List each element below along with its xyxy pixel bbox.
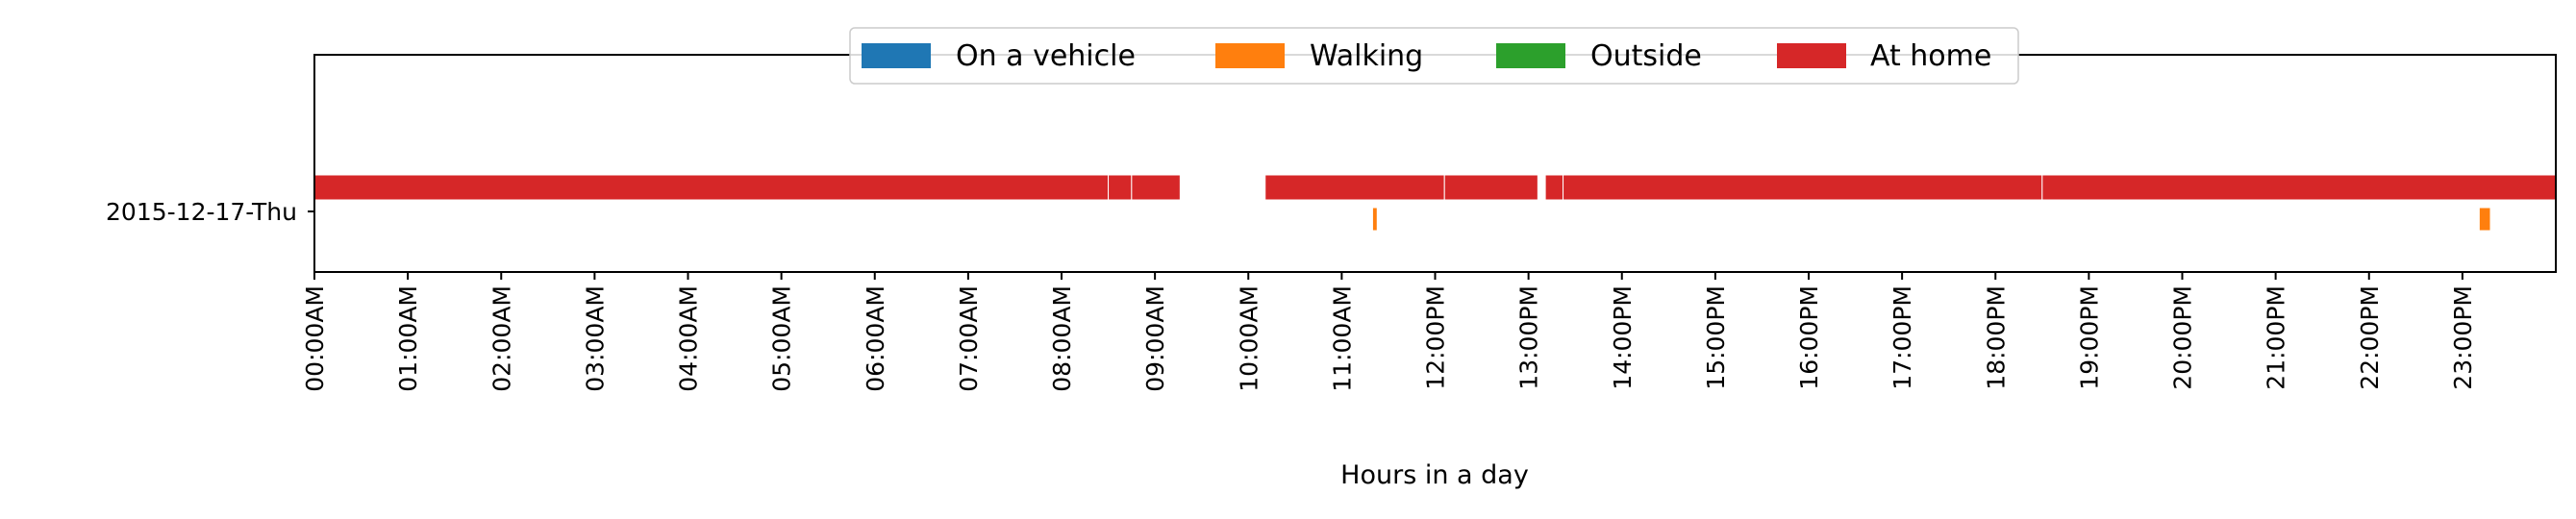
at-home-bar-6 <box>1563 174 2043 201</box>
x-tick-label-12: 12:00PM <box>1422 285 1450 390</box>
legend-label-0: On a vehicle <box>956 39 1136 73</box>
x-tick-label-1: 01:00AM <box>394 285 422 392</box>
x-tick-label-8: 08:00AM <box>1048 285 1076 392</box>
x-tick-label-4: 04:00AM <box>675 285 703 392</box>
x-tick-label-14: 14:00PM <box>1609 285 1637 390</box>
x-tick-label-7: 07:00AM <box>955 285 983 392</box>
legend-label-2: Outside <box>1590 39 1702 73</box>
legend-label-1: Walking <box>1310 39 1423 73</box>
x-tick-label-18: 18:00PM <box>1982 285 2010 390</box>
x-tick-label-19: 19:00PM <box>2075 285 2103 390</box>
at-home-bar-0 <box>313 174 1110 201</box>
legend-label-3: At home <box>1870 39 1991 73</box>
walking-bar-1 <box>2478 207 2491 232</box>
legend-swatch-1 <box>1215 43 1285 68</box>
at-home-bar-4 <box>1443 174 1538 201</box>
legend: On a vehicle Walking Outside At home <box>849 27 2019 85</box>
legend-swatch-0 <box>862 43 931 68</box>
x-tick-label-6: 06:00AM <box>862 285 889 392</box>
x-tick-label-15: 15:00PM <box>1702 285 1730 390</box>
x-tick-label-17: 17:00PM <box>1888 285 1916 390</box>
x-tick-label-13: 13:00PM <box>1515 285 1543 390</box>
legend-swatch-2 <box>1496 43 1565 68</box>
at-home-bar-1 <box>1108 174 1133 201</box>
at-home-bar-2 <box>1131 174 1181 201</box>
at-home-bar-3 <box>1264 174 1445 201</box>
x-tick-label-3: 03:00AM <box>581 285 609 392</box>
walking-bar-0 <box>1371 207 1378 232</box>
x-tick-label-5: 05:00AM <box>768 285 796 392</box>
y-axis: 2015-12-17-Thu <box>106 198 314 226</box>
x-tick-label-23: 23:00PM <box>2449 285 2477 390</box>
x-tick-label-11: 11:00AM <box>1328 285 1356 392</box>
legend-swatch-3 <box>1777 43 1846 68</box>
x-tick-label-16: 16:00PM <box>1795 285 1823 390</box>
x-tick-label-21: 21:00PM <box>2263 285 2290 390</box>
legend-box <box>849 27 2019 85</box>
x-axis-title: Hours in a day <box>1340 460 1529 490</box>
at-home-bar-7 <box>2041 174 2557 201</box>
plot-frame <box>313 54 2557 273</box>
x-tick-label-2: 02:00AM <box>488 285 515 392</box>
x-tick-label-10: 10:00AM <box>1235 285 1263 392</box>
x-tick-label-22: 22:00PM <box>2356 285 2384 390</box>
x-tick-label-0: 00:00AM <box>301 285 329 392</box>
x-axis: 00:00AM 01:00AM 02:00AM 03:00AM 04:00AM 05:00… <box>301 272 2477 392</box>
x-tick-label-20: 20:00PM <box>2169 285 2197 390</box>
y-tick-label-0: 2015-12-17-Thu <box>106 198 297 226</box>
x-tick-label-9: 09:00AM <box>1141 285 1169 392</box>
activity-bars <box>313 174 2557 232</box>
at-home-bar-5 <box>1544 174 1564 201</box>
